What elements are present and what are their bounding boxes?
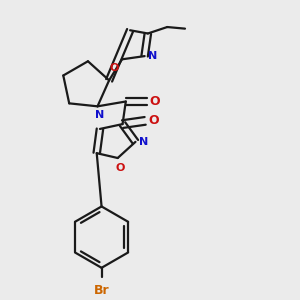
Text: N: N <box>94 110 104 120</box>
Text: O: O <box>148 114 159 128</box>
Text: N: N <box>139 137 148 147</box>
Text: O: O <box>110 63 119 73</box>
Text: N: N <box>148 51 157 61</box>
Text: O: O <box>116 163 125 173</box>
Text: Br: Br <box>94 284 109 297</box>
Text: O: O <box>149 95 160 108</box>
